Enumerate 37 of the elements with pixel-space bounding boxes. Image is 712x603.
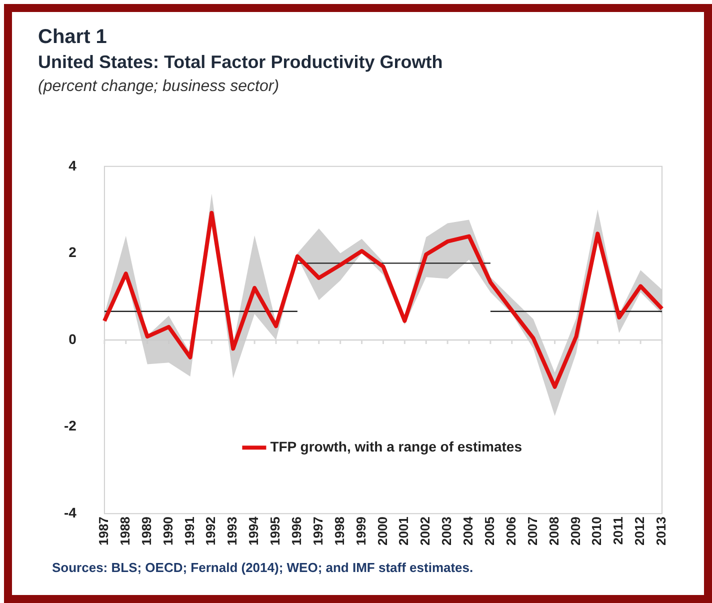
x-tick-label: 1996: [289, 516, 304, 546]
y-tick-label: 0: [68, 330, 77, 347]
x-tick-label: 2011: [610, 516, 626, 545]
x-tick-label: 2006: [503, 516, 518, 546]
y-tick-label: -2: [64, 418, 77, 434]
x-tick-label: 1991: [182, 516, 197, 546]
x-tick-label: 1998: [332, 516, 347, 546]
y-axis-title: (percent change; business sector): [38, 78, 280, 96]
x-tick-label: 2005: [482, 516, 498, 546]
x-tick-label: 2000: [374, 516, 390, 546]
y-tick-label: 4: [68, 157, 77, 174]
x-tick-label: 1989: [138, 516, 154, 546]
x-tick-label: 1992: [203, 516, 218, 546]
x-tick-label: 2010: [589, 516, 604, 546]
x-tick-label: 2009: [568, 516, 583, 546]
x-tick-label: 2002: [418, 516, 433, 546]
x-tick-label: 1990: [160, 516, 176, 546]
x-tick-label: 2013: [654, 516, 669, 546]
x-tick-label: 1997: [310, 516, 326, 546]
x-tick-label: 1993: [224, 516, 240, 546]
x-tick-label: 2004: [460, 516, 476, 546]
y-tick-label: 2: [68, 244, 77, 260]
x-tick-label: 1995: [268, 516, 283, 546]
x-tick-label: 2001: [396, 516, 412, 546]
x-tick-label: 1987: [96, 516, 112, 546]
chart-title: Chart 1: [38, 26, 107, 49]
x-tick-label: 2012: [632, 516, 648, 546]
chart-subtitle: United States: Total Factor Productivity Growth: [38, 52, 443, 73]
x-tick-label: 1999: [353, 516, 368, 546]
x-tick-label: 2003: [439, 516, 454, 546]
x-tick-label: 1994: [246, 516, 262, 546]
x-tick-label: 2007: [524, 516, 540, 546]
source-note: Sources: BLS; OECD; Fernald (2014); WEO; and IMF staff estimates.: [52, 560, 474, 575]
y-tick-label: -4: [64, 504, 77, 520]
x-tick-label: 2008: [546, 516, 562, 546]
legend-label: TFP growth, with a range of estimates: [270, 438, 522, 454]
x-tick-label: 1988: [117, 516, 132, 546]
